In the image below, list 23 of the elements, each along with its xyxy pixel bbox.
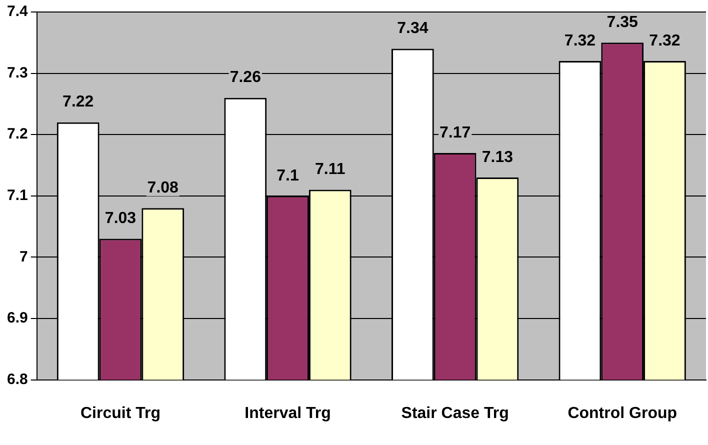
data-label: 7.03 [104,210,136,228]
data-label: 7.35 [606,14,638,32]
x-tick-label: Interval Trg [244,404,331,422]
data-label: 7.08 [147,180,179,197]
x-tick-label: Control Group [568,404,678,422]
x-tick-label: Stair Case Trg [401,404,509,422]
y-tick-label: 6.8 [6,370,28,388]
y-tick-label: 7.1 [6,187,28,204]
y-tick-label: 7 [20,248,28,266]
data-label: 7.32 [564,32,596,50]
y-tick-label: 7.4 [6,3,28,20]
data-label: 7.11 [315,161,346,178]
y-tick-label: 7.2 [6,126,28,143]
data-label: 7.22 [62,94,94,111]
data-label: 7.32 [649,32,680,50]
data-label: 7.13 [482,148,514,166]
data-label: 7.34 [397,20,428,38]
y-tick-label: 6.9 [6,310,28,327]
data-label: 7.1 [276,167,299,184]
data-label: 7.26 [230,69,262,86]
y-tick-label: 7.3 [6,64,28,82]
data-label: 7.17 [440,124,471,142]
x-tick-label: Circuit Trg [80,404,161,422]
